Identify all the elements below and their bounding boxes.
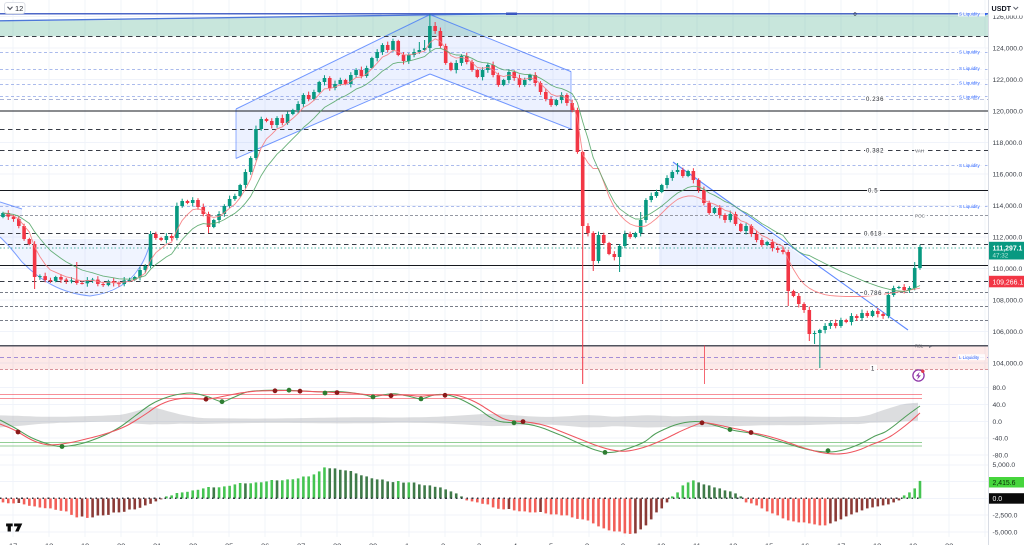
svg-text:S Liquidity: S Liquidity bbox=[959, 80, 981, 85]
svg-text:-5,000.0: -5,000.0 bbox=[993, 529, 1018, 536]
svg-text:40.0: 40.0 bbox=[993, 402, 1006, 409]
svg-text:114,000.0: 114,000.0 bbox=[993, 203, 1023, 210]
svg-text:S Liquidity: S Liquidity bbox=[959, 49, 981, 54]
svg-text:0: 0 bbox=[854, 12, 857, 18]
svg-text:0.0: 0.0 bbox=[993, 419, 1003, 426]
svg-text:124,000.0: 124,000.0 bbox=[993, 46, 1023, 53]
svg-text:122,000.0: 122,000.0 bbox=[993, 77, 1023, 84]
svg-text:21: 21 bbox=[153, 541, 161, 545]
svg-text:0.786: 0.786 bbox=[864, 291, 882, 297]
svg-text:0.618: 0.618 bbox=[864, 231, 882, 237]
svg-text:25: 25 bbox=[225, 541, 233, 545]
svg-text:80.0: 80.0 bbox=[993, 385, 1006, 392]
svg-text:4: 4 bbox=[513, 541, 517, 545]
svg-text:22: 22 bbox=[189, 541, 197, 545]
svg-text:17: 17 bbox=[9, 541, 17, 545]
svg-text:RSL: RSL bbox=[915, 343, 924, 348]
svg-text:0.0: 0.0 bbox=[993, 496, 1003, 503]
svg-text:VAH: VAH bbox=[915, 149, 924, 154]
svg-text:126,000.0: 126,000.0 bbox=[993, 14, 1023, 21]
svg-text:-2,500.0: -2,500.0 bbox=[993, 513, 1018, 520]
svg-text:47:32: 47:32 bbox=[993, 253, 1009, 260]
svg-text:S Liquidity: S Liquidity bbox=[959, 12, 981, 17]
svg-text:0.236: 0.236 bbox=[866, 97, 884, 103]
svg-text:POC: POC bbox=[915, 214, 926, 219]
svg-text:18: 18 bbox=[45, 541, 53, 545]
svg-text:19: 19 bbox=[81, 541, 89, 545]
svg-text:108,000.0: 108,000.0 bbox=[993, 297, 1023, 304]
svg-text:▸: ▸ bbox=[985, 12, 988, 18]
svg-text:S Liquidity: S Liquidity bbox=[959, 94, 981, 99]
svg-text:▸: ▸ bbox=[929, 344, 932, 350]
svg-text:S Liquidity: S Liquidity bbox=[959, 163, 981, 168]
svg-text:15: 15 bbox=[765, 541, 773, 545]
svg-text:0.382: 0.382 bbox=[866, 148, 884, 154]
svg-text:5: 5 bbox=[549, 541, 553, 545]
svg-text:28: 28 bbox=[333, 541, 341, 545]
svg-text:5,000.0: 5,000.0 bbox=[993, 462, 1016, 469]
svg-text:19: 19 bbox=[909, 541, 917, 545]
svg-text:8: 8 bbox=[585, 541, 589, 545]
svg-text:110,000.0: 110,000.0 bbox=[993, 266, 1023, 273]
svg-text:2,415.6: 2,415.6 bbox=[993, 480, 1016, 487]
svg-text:3: 3 bbox=[477, 541, 481, 545]
svg-text:120,000.0: 120,000.0 bbox=[993, 108, 1023, 115]
svg-text:27: 27 bbox=[297, 541, 305, 545]
svg-text:29: 29 bbox=[369, 541, 377, 545]
svg-text:18: 18 bbox=[873, 541, 881, 545]
svg-text:118,000.0: 118,000.0 bbox=[993, 140, 1023, 147]
svg-text:112,000.0: 112,000.0 bbox=[993, 234, 1023, 241]
svg-text:10: 10 bbox=[657, 541, 665, 545]
svg-text:L Liquidity: L Liquidity bbox=[959, 355, 980, 360]
svg-text:116,000.0: 116,000.0 bbox=[993, 171, 1023, 178]
svg-text:1: 1 bbox=[405, 541, 409, 545]
svg-text:109,266.1: 109,266.1 bbox=[993, 279, 1024, 286]
svg-text:-80.0: -80.0 bbox=[993, 452, 1009, 459]
svg-text:0.5: 0.5 bbox=[868, 188, 878, 194]
svg-text:12: 12 bbox=[15, 4, 23, 13]
svg-text:S Liquidity: S Liquidity bbox=[959, 204, 981, 209]
svg-text:12: 12 bbox=[729, 541, 737, 545]
svg-text:1: 1 bbox=[871, 367, 875, 373]
svg-text:11: 11 bbox=[693, 541, 701, 545]
svg-text:22: 22 bbox=[945, 541, 953, 545]
svg-text:17: 17 bbox=[837, 541, 845, 545]
svg-text:104,000.0: 104,000.0 bbox=[993, 360, 1023, 367]
svg-text:2: 2 bbox=[441, 541, 445, 545]
svg-text:16: 16 bbox=[801, 541, 809, 545]
svg-text:S Liquidity: S Liquidity bbox=[959, 66, 981, 71]
svg-text:9: 9 bbox=[621, 541, 625, 545]
svg-text:20: 20 bbox=[117, 541, 125, 545]
svg-text:111,297.1: 111,297.1 bbox=[993, 245, 1023, 252]
svg-text:USDT: USDT bbox=[992, 4, 1012, 13]
svg-text:26: 26 bbox=[261, 541, 269, 545]
svg-text:-40.0: -40.0 bbox=[993, 436, 1009, 443]
svg-text:106,000.0: 106,000.0 bbox=[993, 329, 1023, 336]
